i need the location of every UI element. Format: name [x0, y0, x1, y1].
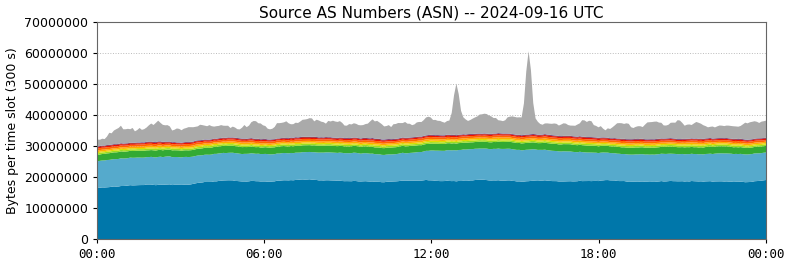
Title: Source AS Numbers (ASN) -- 2024-09-16 UTC: Source AS Numbers (ASN) -- 2024-09-16 UT…	[259, 6, 604, 21]
Y-axis label: Bytes per time slot (300 s): Bytes per time slot (300 s)	[6, 47, 18, 214]
